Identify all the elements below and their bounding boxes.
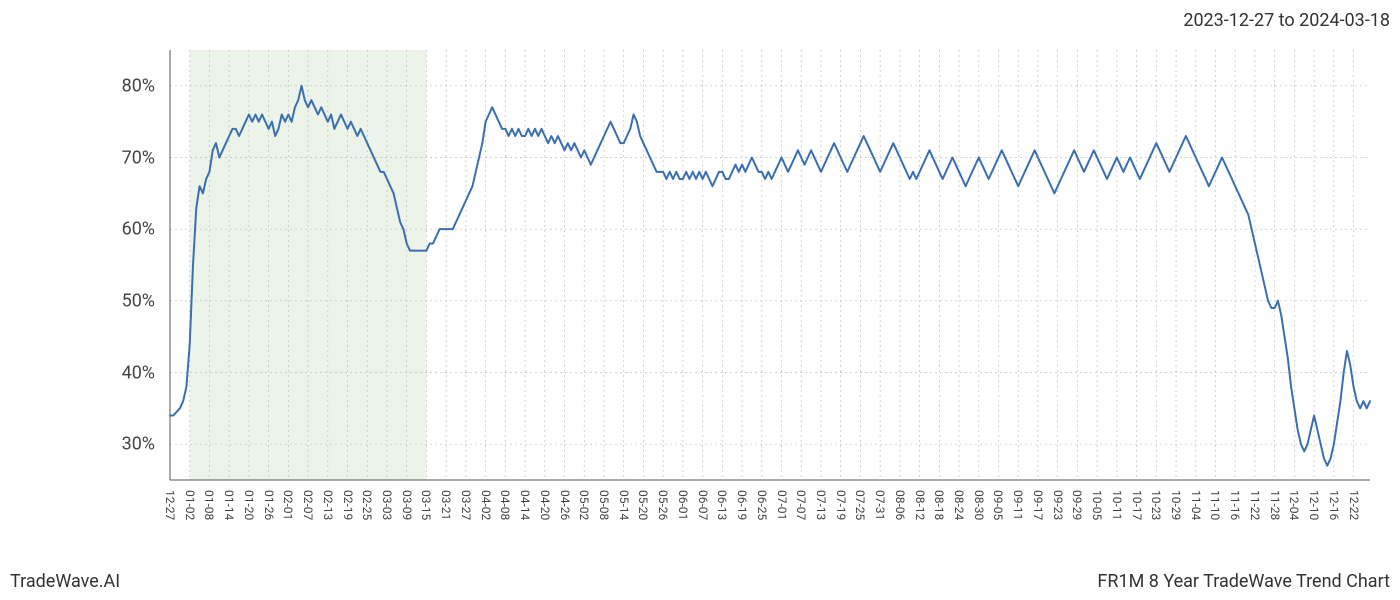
x-tick-label: 08-24 (952, 490, 966, 520)
x-tick-label: 10-29 (1169, 490, 1183, 520)
y-tick-label: 30% (122, 434, 155, 455)
x-tick-label: 09-17 (1031, 490, 1045, 520)
x-tick-label: 04-02 (479, 490, 493, 520)
x-tick-label: 02-07 (301, 490, 315, 520)
x-tick-label: 04-14 (518, 490, 532, 520)
footer-title: FR1M 8 Year TradeWave Trend Chart (1097, 571, 1390, 592)
x-tick-label: 01-26 (262, 490, 276, 520)
x-tick-label: 06-01 (676, 490, 690, 520)
x-tick-label: 05-14 (617, 490, 631, 520)
x-tick-label: 09-23 (1051, 490, 1065, 520)
x-tick-label: 03-09 (400, 490, 414, 520)
y-tick-label: 70% (122, 147, 155, 168)
x-tick-label: 05-20 (636, 490, 650, 520)
x-tick-label: 12-10 (1307, 490, 1321, 520)
date-range-label: 2023-12-27 to 2024-03-18 (1183, 10, 1390, 31)
x-tick-label: 12-27 (163, 490, 177, 520)
x-tick-label: 07-25 (853, 490, 867, 520)
x-tick-label: 02-13 (321, 490, 335, 520)
x-tick-label: 06-13 (715, 490, 729, 520)
x-tick-label: 01-08 (202, 490, 216, 520)
x-tick-label: 02-19 (341, 490, 355, 520)
x-tick-label: 06-07 (696, 490, 710, 520)
x-tick-label: 01-14 (222, 490, 236, 520)
x-tick-label: 07-13 (814, 490, 828, 520)
x-tick-label: 11-22 (1248, 490, 1262, 520)
x-tick-label: 04-08 (498, 490, 512, 520)
x-tick-label: 08-30 (972, 490, 986, 520)
x-tick-label: 11-04 (1189, 490, 1203, 520)
y-tick-label: 40% (122, 362, 155, 383)
x-tick-label: 11-28 (1268, 490, 1282, 520)
x-tick-label: 05-02 (577, 490, 591, 520)
chart-plot-area (170, 50, 1370, 480)
x-tick-label: 03-03 (380, 490, 394, 520)
x-tick-label: 06-19 (735, 490, 749, 520)
x-tick-label: 07-31 (873, 490, 887, 520)
x-tick-label: 10-11 (1110, 490, 1124, 520)
x-tick-label: 05-08 (597, 490, 611, 520)
y-tick-label: 50% (122, 290, 155, 311)
chart-svg (170, 50, 1370, 480)
x-tick-label: 10-05 (1090, 490, 1104, 520)
x-tick-label: 09-05 (991, 490, 1005, 520)
y-axis: 30% 40% 50% 60% 70% 80% (0, 50, 165, 480)
y-tick-label: 60% (122, 219, 155, 240)
x-tick-label: 05-26 (656, 490, 670, 520)
x-tick-label: 11-16 (1228, 490, 1242, 520)
x-tick-label: 02-01 (281, 490, 295, 520)
x-tick-label: 12-22 (1347, 490, 1361, 520)
x-tick-label: 07-01 (775, 490, 789, 520)
x-tick-label: 01-02 (183, 490, 197, 520)
x-tick-label: 12-16 (1327, 490, 1341, 520)
x-tick-label: 07-19 (834, 490, 848, 520)
x-tick-label: 03-27 (459, 490, 473, 520)
x-tick-label: 08-18 (932, 490, 946, 520)
x-tick-label: 09-11 (1011, 490, 1025, 520)
x-tick-label: 01-20 (242, 490, 256, 520)
footer-brand: TradeWave.AI (10, 571, 120, 592)
y-tick-label: 80% (122, 75, 155, 96)
x-tick-label: 08-06 (893, 490, 907, 520)
x-tick-label: 09-29 (1070, 490, 1084, 520)
x-tick-label: 07-07 (794, 490, 808, 520)
x-tick-label: 10-23 (1149, 490, 1163, 520)
x-tick-label: 03-15 (419, 490, 433, 520)
x-tick-label: 04-20 (538, 490, 552, 520)
x-tick-label: 08-12 (913, 490, 927, 520)
x-tick-label: 06-25 (755, 490, 769, 520)
x-axis: 12-2701-0201-0801-1401-2001-2602-0102-07… (170, 485, 1370, 565)
x-tick-label: 03-21 (439, 490, 453, 520)
x-tick-label: 02-25 (360, 490, 374, 520)
x-tick-label: 12-04 (1287, 490, 1301, 520)
x-tick-label: 04-26 (558, 490, 572, 520)
x-tick-label: 10-17 (1130, 490, 1144, 520)
x-tick-label: 11-10 (1208, 490, 1222, 520)
